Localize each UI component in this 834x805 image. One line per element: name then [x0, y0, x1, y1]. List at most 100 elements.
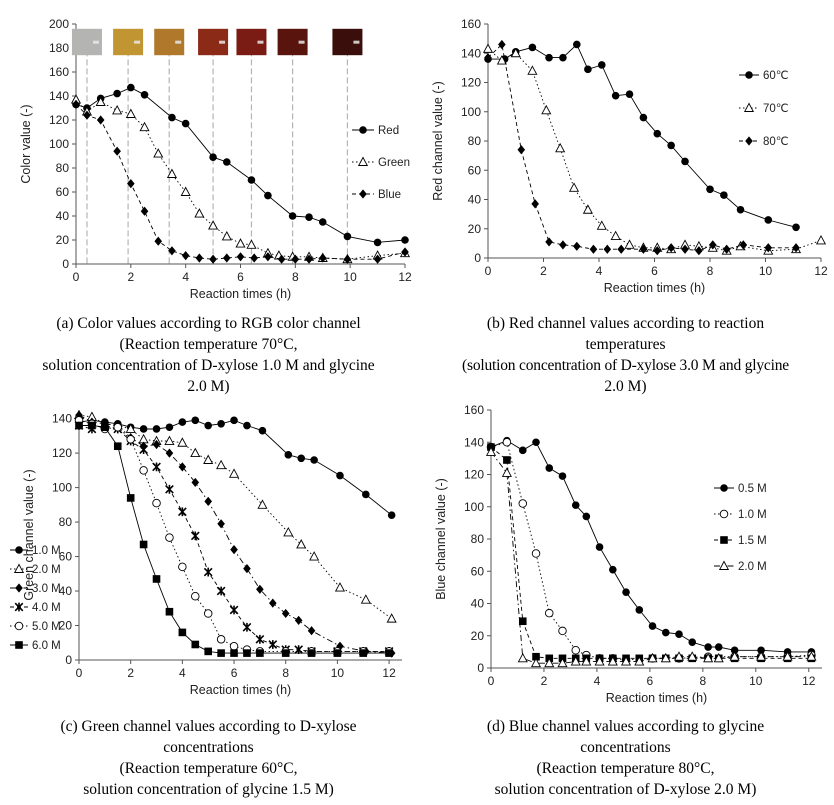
panel-a-series-1-point [247, 176, 256, 184]
panel-c-legend-marker [14, 602, 24, 612]
panel-a-series-3-line [75, 104, 406, 260]
panel-a-x-tick-label: 8 [292, 270, 299, 284]
panel-c-series-6-point [191, 640, 200, 649]
panel-b-y-tick-label: 20 [468, 222, 482, 236]
panel-c-series-6-point [256, 649, 264, 657]
panel-d-y-axis-label: Blue channel value (-) [434, 478, 448, 600]
panel-b-legend-marker [745, 71, 753, 79]
panel-a-legend-label: Green [378, 157, 410, 169]
panel-d-y-tick-label: 160 [464, 403, 484, 417]
panel-b-series-3-point [573, 241, 581, 251]
panel-b-series-2-point [568, 182, 580, 192]
panel-c-series-6-point [113, 442, 122, 451]
panel-a-x-axis-label: Reaction times (h) [190, 287, 291, 301]
panel-c-legend: 1.0 M 2.0 M 3.0 M 4.0 M 5.0 M 6.0 M [10, 545, 61, 652]
panel-a-y-tick-label: 180 [49, 41, 69, 55]
caption-b-line-1: (b) Red channel values according to reac… [486, 315, 765, 332]
panel-d-series-4-point [530, 657, 542, 668]
panel-a-series-3-point [195, 253, 204, 263]
panel-d-series-1-point [518, 446, 527, 455]
panel-c-series-3-point [281, 608, 290, 619]
panel-a-series-1-point [318, 218, 327, 226]
panel-a-y-axis-label: Color value (-) [19, 104, 33, 183]
panel-a-series-2-point [166, 168, 178, 178]
caption-d-line-4: solution concentration of D-xylose 2.0 M… [494, 781, 757, 798]
panel-a-series-3-point [127, 179, 135, 189]
panel-c-series-3-point [336, 641, 344, 651]
panel-b-legend-marker [745, 136, 753, 146]
panel-c-series-2-point [228, 468, 240, 478]
panel-d-series-4-point [485, 446, 497, 456]
panel-c-y-tick-label: 80 [59, 515, 73, 529]
caption-b-line-2: temperatures [585, 336, 666, 353]
panel-a-series-1-point [209, 153, 217, 161]
panel-d-y-tick-label: 20 [471, 629, 485, 643]
panel-a-swatch-highlight [219, 40, 226, 44]
panel-a-series-3-point [343, 254, 352, 264]
panel-c-series-1-point [284, 451, 293, 459]
panel-d-series-4-point [517, 652, 528, 663]
panel-a-series-3-point [209, 254, 217, 264]
panel-a-series-1-point [140, 91, 149, 99]
panel-d-legend: 0.5 M 1.0 M 1.5 M 2.0 M [714, 483, 767, 573]
panel-c-series-1-point [362, 490, 370, 499]
panel-c-series-5 [74, 416, 394, 656]
panel-b-series-1-point [528, 43, 537, 52]
panel-a-y-tick-label: 200 [49, 17, 69, 31]
panel-a-series-1-point [373, 238, 382, 247]
panel-b-series-3-point [484, 53, 492, 63]
panel-c-series-2-point [386, 613, 397, 623]
panel-a-y-tick-label: 0 [62, 257, 69, 271]
panel-c-series-1-point [243, 421, 251, 430]
panel-c-series-4-point [139, 445, 148, 455]
panel-d-series-3-line [490, 446, 812, 659]
panel-d-series-4-point [660, 652, 671, 663]
panel-c-y-tick-label: 20 [59, 619, 73, 633]
panel-b-series-3-point [589, 244, 598, 254]
panel-c-series-6-point [307, 649, 316, 657]
panel-a-series-1-point [127, 83, 135, 92]
panel-b-series-3-point [639, 244, 648, 254]
panel-c-series-4-point [216, 586, 226, 596]
panel-c-y-tick-label: 0 [65, 653, 72, 667]
panel-a-legend-marker [357, 156, 369, 166]
panel-d-series-3-point [503, 456, 511, 464]
panel-c-legend-marker [15, 641, 23, 649]
panel-c-series-6-point [230, 649, 238, 657]
panel-c-series-6-point [281, 649, 290, 657]
panel-a-swatch-highlight [134, 40, 141, 44]
caption-d: (d) Blue channel values according to gly… [417, 716, 834, 800]
panel-a-series-3-point [72, 99, 80, 109]
panel-c-series-1-point [310, 456, 318, 464]
chart-panel-d: 0 20 40 60 80 100 120 140 160 0 2 4 6 8 10 12 Reaction t… [434, 403, 822, 705]
panel-c-y-tick-label: 120 [52, 446, 72, 460]
panel-b-series-1-point [639, 113, 648, 122]
panel-b-series-2-point [496, 55, 507, 65]
panel-d-legend-marker [720, 484, 728, 492]
panel-d-y-tick-label: 140 [464, 435, 484, 449]
panel-c-series-5-point [216, 635, 226, 644]
panel-c-x-tick-label: 12 [382, 666, 396, 680]
panel-b-series-1-point [681, 157, 689, 166]
panel-c-series-3-point [243, 564, 251, 574]
panel-b-legend-label: 60℃ [763, 70, 789, 82]
panel-d-series-4-point [673, 651, 685, 661]
panel-b-series-1-point [597, 61, 606, 69]
panel-d-series-4-point [782, 651, 793, 661]
panel-b-x-tick-label: 8 [707, 264, 714, 278]
panel-b-series-3-point [545, 237, 553, 247]
panel-b-series-2-point [815, 234, 827, 245]
panel-a-y-tick-label: 60 [56, 185, 70, 199]
panel-b-series-2-point [510, 47, 521, 58]
panel-c-legend-label: 3.0 M [32, 583, 61, 595]
panel-d-legend-label: 1.0 M [738, 509, 767, 521]
panel-d-series-2-point [502, 438, 512, 447]
panel-c-series-2-point [360, 594, 371, 604]
panel-d-y-tick-label: 60 [471, 564, 485, 578]
panel-a-series-2-point [139, 121, 150, 132]
panel-c-y-tick-label: 100 [52, 481, 72, 495]
panel-c-series-4-point [165, 484, 174, 494]
panel-c-series-6-point [88, 421, 96, 430]
panel-d-legend-marker [720, 536, 728, 544]
panel-b-y-tick-label: 100 [461, 105, 481, 119]
